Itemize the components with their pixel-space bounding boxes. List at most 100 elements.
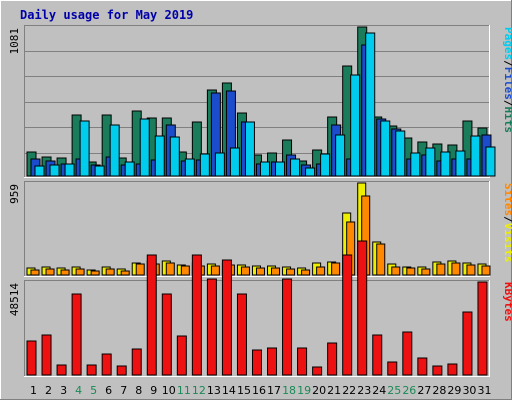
axis-max-label-kbytes: 48514: [8, 283, 21, 316]
bar-kbytes-kbytes-day-8: [131, 348, 142, 376]
bar-kbytes-kbytes-day-1: [26, 340, 37, 376]
chart-title: Daily usage for May 2019: [20, 8, 193, 22]
x-tick-label-day-5: 5: [90, 384, 97, 397]
bar-visits-sites-day-19: [301, 269, 311, 276]
bar-kbytes-kbytes-day-2: [41, 334, 52, 376]
bar-visits-sites-day-15: [240, 266, 250, 276]
legend-item-separator-1: /: [502, 216, 512, 223]
legend-item-files: Files: [502, 67, 512, 100]
bar-requests-pages-day-21: [335, 134, 346, 177]
bar-kbytes-kbytes-day-26: [402, 331, 413, 376]
bar-kbytes-kbytes-day-17: [267, 347, 278, 376]
bar-requests-pages-day-25: [395, 130, 406, 177]
bar-kbytes-kbytes-day-15: [236, 293, 247, 376]
bar-kbytes-kbytes-day-9: [146, 254, 157, 376]
bar-requests-pages-day-9: [154, 135, 165, 177]
x-tick-label-day-20: 20: [312, 384, 326, 397]
bar-requests-pages-day-20: [320, 153, 331, 177]
bar-requests-pages-day-30: [470, 135, 481, 177]
bar-kbytes-kbytes-day-20: [312, 366, 323, 376]
bar-visits-sites-day-30: [466, 264, 476, 276]
bar-requests-pages-day-14: [229, 147, 240, 177]
bar-kbytes-kbytes-day-13: [206, 278, 217, 376]
bar-visits-sites-day-8: [135, 263, 145, 276]
bar-visits-sites-day-10: [165, 262, 175, 276]
x-tick-label-day-7: 7: [120, 384, 127, 397]
bar-requests-pages-day-31: [485, 146, 496, 177]
bar-requests-pages-day-15: [244, 121, 255, 177]
bar-requests-pages-day-28: [440, 151, 451, 177]
bar-kbytes-kbytes-day-31: [477, 281, 488, 376]
bar-requests-pages-day-23: [365, 32, 376, 177]
legend-visits: Sites/Visits: [502, 183, 512, 263]
x-tick-label-day-30: 30: [462, 384, 476, 397]
bar-visits-sites-day-27: [421, 268, 431, 276]
axis-max-label-visits: 959: [8, 184, 21, 204]
x-tick-label-day-14: 14: [222, 384, 236, 397]
bar-visits-sites-day-24: [376, 243, 386, 276]
x-tick-label-day-13: 13: [207, 384, 221, 397]
x-tick-label-day-10: 10: [162, 384, 176, 397]
legend-item-sites: Sites: [502, 183, 512, 216]
bar-requests-pages-day-7: [124, 161, 135, 177]
x-tick-label-day-19: 19: [297, 384, 311, 397]
x-tick-label-day-11: 11: [177, 384, 191, 397]
x-tick-label-day-3: 3: [60, 384, 67, 397]
bar-visits-sites-day-17: [271, 267, 281, 276]
panel-visits: 959 Sites/Visits: [8, 181, 512, 277]
bar-requests-pages-day-17: [275, 161, 286, 177]
bar-visits-sites-day-1: [30, 269, 40, 276]
bar-kbytes-kbytes-day-27: [417, 357, 428, 376]
bar-requests-pages-day-19: [305, 167, 316, 177]
x-tick-label-day-2: 2: [45, 384, 52, 397]
bar-requests-pages-day-18: [290, 158, 301, 177]
bar-visits-sites-day-21: [331, 262, 341, 276]
bar-requests-pages-day-22: [350, 74, 361, 177]
bar-kbytes-kbytes-day-22: [342, 254, 353, 376]
bar-visits-sites-day-5: [90, 270, 100, 276]
bar-kbytes-kbytes-day-5: [86, 364, 97, 376]
bar-visits-sites-day-4: [75, 268, 85, 276]
bar-requests-pages-day-2: [49, 164, 60, 177]
axis-max-label-requests: 1081: [8, 28, 21, 55]
bar-visits-sites-day-28: [436, 263, 446, 276]
bar-requests-pages-day-6: [109, 124, 120, 177]
bar-kbytes-kbytes-day-6: [101, 353, 112, 376]
bar-requests-pages-day-8: [139, 118, 150, 177]
bar-visits-sites-day-31: [481, 265, 491, 276]
legend-item-separator-1: /: [502, 60, 512, 67]
bar-kbytes-kbytes-day-25: [387, 361, 398, 376]
bar-visits-sites-day-26: [406, 267, 416, 276]
bar-visits-sites-day-11: [180, 265, 190, 276]
x-tick-label-day-23: 23: [357, 384, 371, 397]
bar-kbytes-kbytes-day-29: [447, 363, 458, 376]
x-tick-label-day-29: 29: [447, 384, 461, 397]
x-tick-label-day-25: 25: [387, 384, 401, 397]
bar-requests-pages-day-11: [184, 158, 195, 177]
bar-visits-sites-day-25: [391, 266, 401, 276]
x-tick-label-day-24: 24: [372, 384, 386, 397]
bar-visits-sites-day-29: [451, 262, 461, 276]
bar-kbytes-kbytes-day-4: [71, 293, 82, 376]
bar-requests-pages-day-27: [425, 147, 436, 177]
x-tick-label-day-21: 21: [327, 384, 341, 397]
bar-kbytes-kbytes-day-12: [191, 254, 202, 376]
bar-requests-pages-day-5: [94, 165, 105, 177]
x-tick-label-day-6: 6: [105, 384, 112, 397]
panel-kbytes: 48514 KBytes: [8, 240, 512, 377]
bar-visits-sites-day-16: [255, 267, 265, 276]
bar-visits-sites-day-20: [316, 266, 326, 276]
bar-kbytes-kbytes-day-3: [56, 364, 67, 376]
bar-kbytes-kbytes-day-19: [297, 347, 308, 376]
x-tick-label-day-9: 9: [150, 384, 157, 397]
plot-area: [24, 181, 490, 277]
legend-item-visits: Visits: [502, 223, 512, 263]
bar-kbytes-kbytes-day-11: [176, 335, 187, 376]
bar-visits-sites-day-7: [120, 270, 130, 276]
bar-requests-pages-day-16: [259, 161, 270, 177]
x-tick-label-day-15: 15: [237, 384, 251, 397]
bar-kbytes-kbytes-day-21: [327, 342, 338, 376]
bar-kbytes-kbytes-day-16: [251, 349, 262, 376]
